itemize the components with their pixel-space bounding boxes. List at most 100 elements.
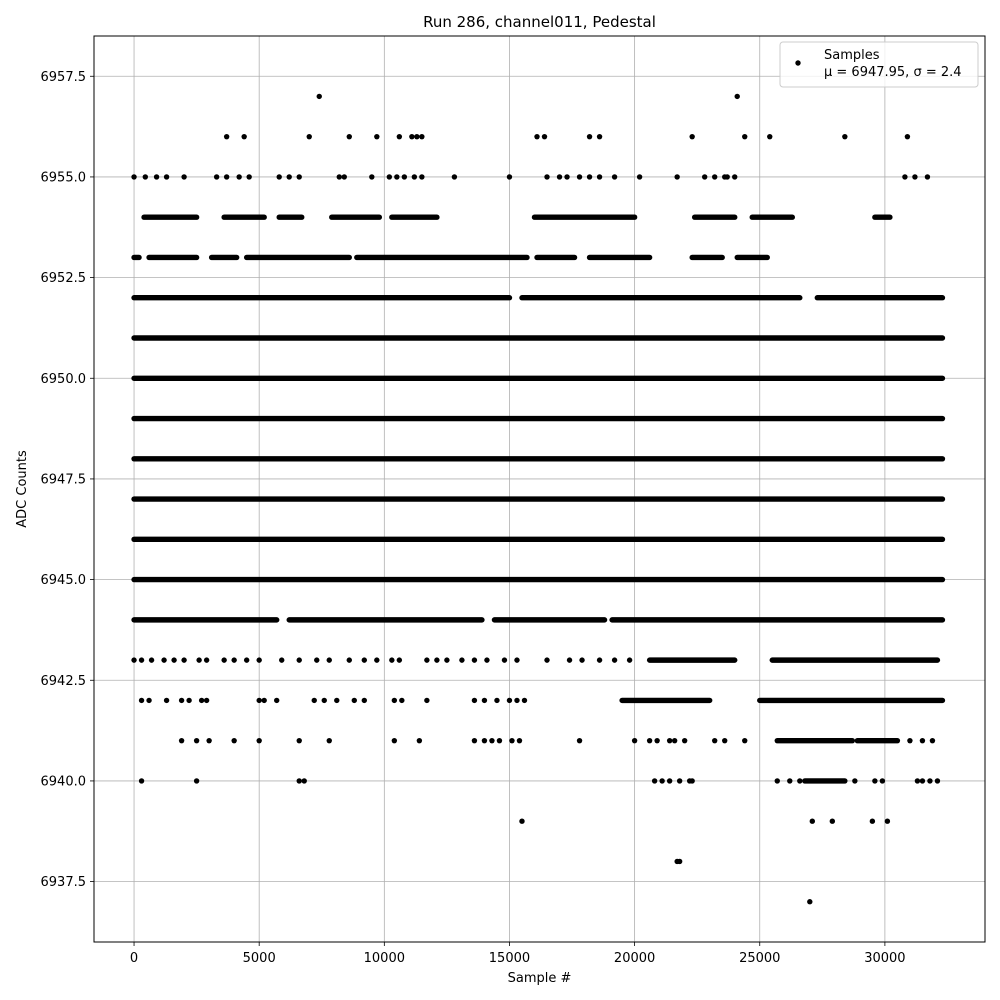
sample-point xyxy=(919,737,926,744)
sample-point xyxy=(296,778,302,784)
sample-point xyxy=(519,818,525,824)
sample-point xyxy=(243,657,250,663)
sample-point xyxy=(914,778,921,784)
sample-point xyxy=(501,657,508,663)
sample-point xyxy=(596,133,603,140)
sample-point xyxy=(256,737,262,744)
sample-point xyxy=(611,174,618,180)
sample-point xyxy=(774,778,780,784)
sample-level-band xyxy=(141,214,200,220)
sample-point xyxy=(341,174,347,180)
sample-point xyxy=(767,133,773,140)
sample-point xyxy=(489,737,495,744)
sample-point xyxy=(389,657,395,663)
sample-point xyxy=(391,737,398,744)
sample-point xyxy=(206,737,212,744)
sample-point xyxy=(142,174,149,180)
data-points xyxy=(131,93,946,905)
sample-level-band xyxy=(519,295,803,301)
sample-point xyxy=(671,737,678,744)
sample-point xyxy=(787,778,793,784)
sample-point xyxy=(471,737,478,744)
sample-level-band xyxy=(531,214,638,220)
sample-point xyxy=(829,818,836,824)
sample-point xyxy=(459,657,465,663)
sample-point xyxy=(722,737,728,744)
sample-point xyxy=(241,133,247,140)
sample-point xyxy=(724,174,730,180)
sample-point xyxy=(711,737,718,744)
sample-level-band xyxy=(814,295,946,301)
sample-point xyxy=(626,657,633,663)
sample-point xyxy=(556,174,563,180)
sample-point xyxy=(424,657,430,663)
sample-point xyxy=(666,778,673,784)
x-tick-label: 5000 xyxy=(243,951,276,966)
sample-point xyxy=(596,174,603,180)
sample-level-band xyxy=(146,254,200,261)
sample-point xyxy=(934,778,941,784)
sample-point xyxy=(521,697,528,704)
sample-point xyxy=(256,697,262,704)
sample-point xyxy=(386,174,393,180)
sample-point xyxy=(884,818,891,824)
sample-point xyxy=(541,133,548,140)
sample-level-band xyxy=(389,214,440,220)
sample-point xyxy=(701,174,708,180)
sample-point xyxy=(276,174,282,180)
sample-point xyxy=(544,174,550,180)
sample-point xyxy=(689,133,695,140)
sample-level-band xyxy=(131,536,946,543)
sample-point xyxy=(509,737,515,744)
sample-point xyxy=(414,133,420,140)
sample-point xyxy=(496,737,503,744)
sample-point xyxy=(586,174,593,180)
y-tick-label: 6947.5 xyxy=(41,472,87,487)
sample-level-band xyxy=(802,778,848,784)
sample-level-band xyxy=(609,617,946,623)
sample-point xyxy=(904,133,911,140)
x-tick-label: 10000 xyxy=(364,951,405,966)
sample-point xyxy=(646,737,653,744)
sample-point xyxy=(396,657,403,663)
sample-point xyxy=(161,657,167,663)
sample-point xyxy=(481,697,488,704)
x-tick-label: 0 xyxy=(130,951,138,966)
sample-point xyxy=(852,778,858,784)
sample-point xyxy=(516,737,523,744)
sample-point xyxy=(681,737,688,744)
sample-point xyxy=(676,858,683,865)
sample-level-band xyxy=(734,254,770,261)
sample-level-band xyxy=(208,254,240,261)
sample-point xyxy=(361,657,368,663)
sample-point xyxy=(424,697,430,704)
sample-point xyxy=(907,737,913,744)
sample-point xyxy=(471,697,478,704)
sample-level-band xyxy=(491,617,608,623)
sample-level-band xyxy=(243,254,352,261)
sample-point xyxy=(611,657,618,663)
sample-level-band xyxy=(276,214,305,220)
sample-point xyxy=(296,657,302,663)
sample-point xyxy=(742,133,748,140)
sample-point xyxy=(316,93,322,100)
sample-point xyxy=(927,778,933,784)
legend-marker-samples xyxy=(795,60,801,66)
sample-point xyxy=(411,174,418,180)
x-tick-label: 15000 xyxy=(489,951,530,966)
sample-point xyxy=(394,174,400,180)
sample-point xyxy=(296,737,302,744)
sample-point xyxy=(544,657,550,663)
x-axis-label: Sample # xyxy=(508,971,572,986)
sample-level-band xyxy=(774,737,856,744)
sample-point xyxy=(391,697,398,704)
sample-point xyxy=(153,174,160,180)
sample-point xyxy=(181,174,187,180)
sample-point xyxy=(742,737,748,744)
sample-level-band xyxy=(691,214,738,220)
sample-point xyxy=(809,818,816,824)
sample-point xyxy=(711,174,718,180)
sample-point xyxy=(203,657,210,663)
sample-point xyxy=(301,778,307,784)
sample-point xyxy=(198,697,205,704)
